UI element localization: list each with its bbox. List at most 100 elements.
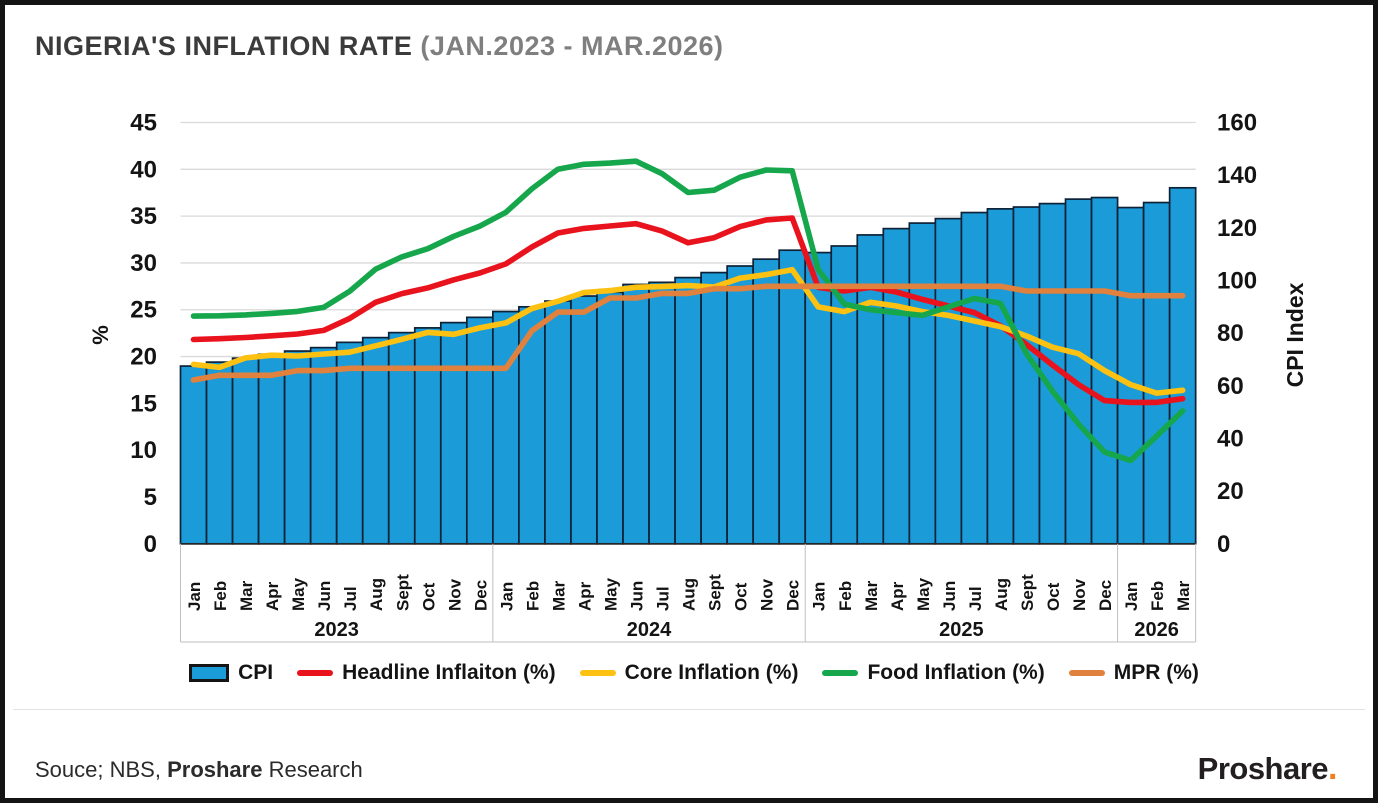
cpi-bar [387,331,416,545]
cpi-bar [1116,206,1145,545]
cpi-bar [908,222,937,545]
cpi-bar [179,365,208,545]
source-suffix: Research [262,757,363,782]
cpi-bar [465,316,494,545]
legend-item-headline-inflaiton: Headline Inflaiton (%) [297,661,556,685]
cpi-bar [856,234,885,545]
source-brand: Proshare [167,757,263,782]
right-tick-label: 60 [1217,373,1244,400]
month-label: Nov [758,578,777,611]
legend-swatch-mpr [1068,670,1105,676]
month-label: Jan [185,582,204,611]
left-tick-label: 0 [144,531,157,558]
cpi-bar [439,321,468,545]
right-tick-label: 140 [1217,162,1257,189]
month-label: Jan [1122,582,1141,611]
left-tick-label: 5 [144,484,157,511]
right-tick-label: 160 [1217,110,1257,137]
cpi-bar [882,227,911,545]
month-label: Aug [992,578,1011,611]
month-label: Dec [471,580,490,611]
cpi-bar [674,276,702,545]
series-line-food-inflation [190,158,1186,464]
month-label: Feb [523,581,542,611]
month-label: Nov [1070,578,1089,611]
footer-divider [13,709,1365,710]
left-tick-label: 35 [130,203,157,230]
month-label: Jan [497,582,516,611]
right-tick-label: 100 [1217,267,1257,294]
cpi-bar [492,310,520,545]
month-label: Aug [680,578,699,611]
year-label: 2024 [627,619,672,641]
legend-label: Food Inflation (%) [867,661,1045,684]
chart-title: NIGERIA'S INFLATION RATE (JAN.2023 - MAR… [35,31,724,62]
month-label: Jun [315,581,334,611]
proshare-logo: Proshare. [1197,749,1338,788]
cpi-bar [726,265,755,545]
cpi-bar [934,217,963,545]
cpi-bar [283,350,312,545]
right-tick-label: 120 [1217,215,1257,242]
month-label: Mar [237,580,256,611]
month-label: Feb [836,581,855,611]
month-label: Apr [263,581,282,611]
month-label: Dec [784,580,803,611]
cpi-bar [648,281,676,545]
cpi-bar [596,291,624,545]
cpi-bar [960,211,989,545]
legend-swatch-food-inflation [822,670,859,676]
month-label: Jul [654,586,673,611]
month-label: Mar [862,580,881,611]
cpi-bar [205,361,234,545]
cpi-bar [335,341,364,545]
month-label: May [914,577,933,611]
month-label: Sept [393,574,412,611]
source-prefix: Souce; NBS, [35,757,168,782]
month-label: Nov [445,578,464,611]
legend-swatch-cpi [189,664,230,682]
legend-swatch-core-inflation [579,670,616,676]
cpi-bar [778,249,807,545]
left-tick-label: 25 [130,297,157,324]
month-label: May [289,577,308,611]
month-label: Apr [888,581,907,611]
legend-label: Headline Inflaiton (%) [342,661,556,684]
year-label: 2023 [314,619,359,641]
month-label: Oct [1044,582,1063,611]
year-label: 2026 [1134,619,1179,641]
month-label: Sept [706,574,725,611]
left-tick-label: 45 [130,110,157,137]
left-tick-label: 30 [130,250,157,277]
left-axis-title: % [88,325,113,345]
right-axis-title: CPI Index [1282,282,1308,387]
month-label: May [601,577,620,611]
right-tick-label: 40 [1217,425,1244,452]
series-line-mpr [190,283,1186,383]
cpi-bar [986,208,1015,545]
month-label: Aug [367,578,386,611]
month-label: Sept [1018,574,1037,611]
month-label: Jan [810,582,829,611]
cpi-bar [1012,206,1041,545]
source-note: Souce; NBS, Proshare Research [35,757,363,783]
inflation-chart: 051015202530354045%020406080100120140160… [88,110,1308,643]
cpi-bar [622,283,650,545]
left-tick-label: 40 [130,156,157,183]
chart-title-main: NIGERIA'S INFLATION RATE [35,31,413,61]
chart-legend: CPI Headline Inflaiton (%) Core Inflation … [5,661,1373,685]
legend-label: MPR (%) [1113,661,1199,684]
left-tick-label: 10 [130,437,157,464]
legend-label: Core Inflation (%) [624,661,799,684]
legend-item-food-inflation: Food Inflation (%) [822,661,1045,685]
right-tick-label: 20 [1217,478,1244,505]
legend-label: CPI [238,661,274,684]
cpi-bar [700,271,728,545]
cpi-bar [257,353,286,545]
month-label: Oct [732,582,751,611]
proshare-logo-text: Proshare [1197,751,1329,786]
legend-item-core-inflation: Core Inflation (%) [579,661,799,685]
right-tick-label: 0 [1217,531,1230,558]
month-label: Mar [1174,580,1193,611]
